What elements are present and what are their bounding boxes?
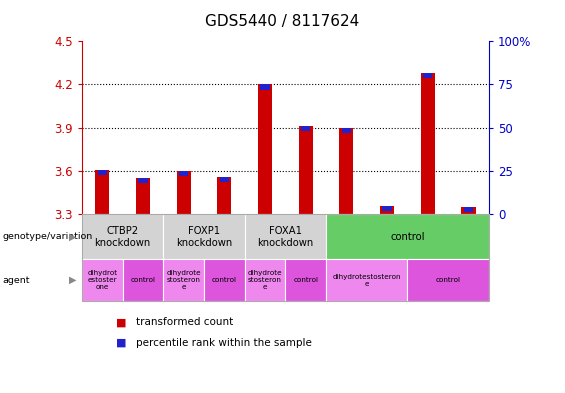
- Text: dihydrote
stosteron
e: dihydrote stosteron e: [166, 270, 201, 290]
- Text: transformed count: transformed count: [136, 317, 233, 327]
- Bar: [220, 177, 229, 182]
- Text: FOXA1
knockdown: FOXA1 knockdown: [257, 226, 314, 248]
- Text: genotype/variation: genotype/variation: [3, 232, 93, 241]
- Text: agent: agent: [3, 275, 31, 285]
- Text: CTBP2
knockdown: CTBP2 knockdown: [94, 226, 151, 248]
- Bar: [380, 206, 394, 214]
- Text: control: control: [131, 277, 155, 283]
- Bar: [260, 84, 270, 90]
- Bar: [217, 177, 232, 214]
- Text: ■: ■: [116, 338, 127, 348]
- Bar: [95, 169, 110, 214]
- Bar: [383, 206, 392, 211]
- Text: FOXP1
knockdown: FOXP1 knockdown: [176, 226, 232, 248]
- Text: dihydrot
estoster
one: dihydrot estoster one: [87, 270, 118, 290]
- Bar: [464, 207, 473, 212]
- Text: GDS5440 / 8117624: GDS5440 / 8117624: [205, 14, 360, 29]
- Bar: [301, 126, 310, 131]
- Text: control: control: [436, 277, 460, 283]
- Text: ▶: ▶: [69, 232, 76, 242]
- Bar: [339, 128, 354, 214]
- Text: percentile rank within the sample: percentile rank within the sample: [136, 338, 311, 348]
- Text: ■: ■: [116, 317, 127, 327]
- Bar: [136, 178, 150, 214]
- Text: control: control: [390, 232, 425, 242]
- Bar: [179, 171, 188, 176]
- Bar: [342, 128, 351, 133]
- Bar: [298, 126, 313, 214]
- Bar: [138, 178, 147, 183]
- Bar: [423, 73, 432, 78]
- Bar: [420, 73, 435, 214]
- Text: dihydrotestosteron
e: dihydrotestosteron e: [332, 274, 401, 286]
- Bar: [258, 84, 272, 214]
- Text: control: control: [293, 277, 318, 283]
- Text: dihydrote
stosteron
e: dihydrote stosteron e: [247, 270, 282, 290]
- Text: ▶: ▶: [69, 275, 76, 285]
- Bar: [98, 169, 107, 174]
- Bar: [461, 207, 476, 214]
- Text: control: control: [212, 277, 237, 283]
- Bar: [176, 171, 191, 214]
